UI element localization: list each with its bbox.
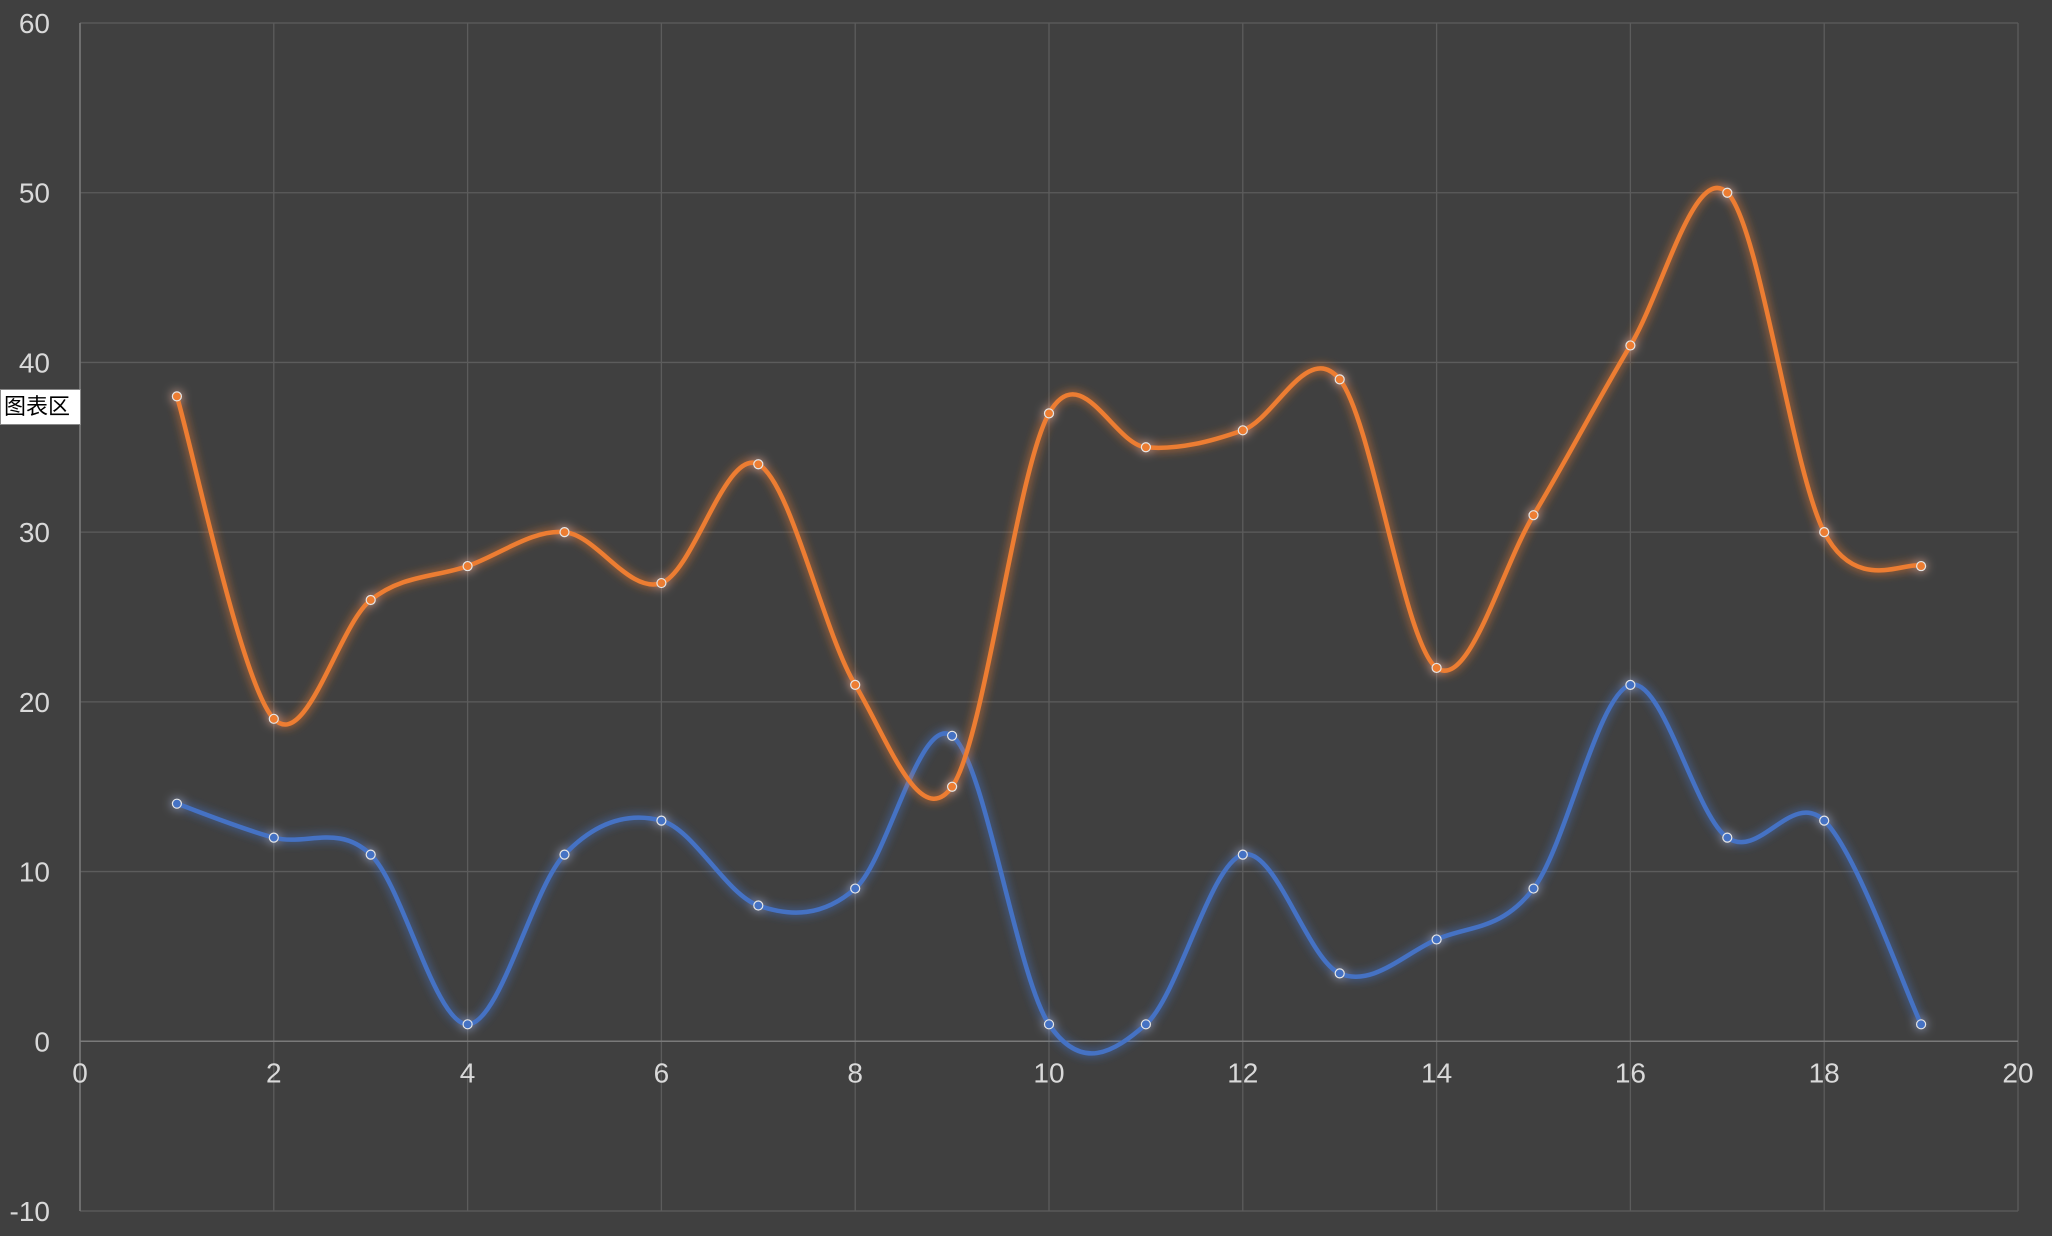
y-tick-label: 30: [19, 517, 50, 548]
data-point[interactable]: [850, 883, 861, 894]
data-point[interactable]: [1625, 340, 1636, 351]
data-point[interactable]: [462, 1019, 473, 1030]
x-tick-label: 8: [847, 1057, 863, 1088]
y-tick-label: 20: [19, 687, 50, 718]
data-point[interactable]: [1625, 679, 1636, 690]
data-point[interactable]: [1722, 832, 1733, 843]
data-point[interactable]: [946, 781, 958, 792]
data-point[interactable]: [1140, 442, 1152, 453]
x-tick-label: 4: [460, 1057, 476, 1088]
x-tick-label: 20: [2002, 1057, 2033, 1088]
data-point[interactable]: [753, 459, 764, 470]
data-point[interactable]: [946, 730, 958, 741]
y-tick-label: 10: [19, 857, 50, 888]
data-point[interactable]: [753, 900, 764, 911]
data-point[interactable]: [1237, 425, 1248, 436]
y-tick-label: -10: [10, 1196, 50, 1227]
data-point[interactable]: [559, 527, 570, 538]
data-point[interactable]: [1043, 408, 1055, 419]
data-point[interactable]: [268, 832, 279, 843]
data-point[interactable]: [1915, 1019, 1927, 1030]
data-point[interactable]: [1528, 510, 1539, 521]
data-point[interactable]: [1431, 662, 1442, 674]
x-tick-label: 14: [1421, 1057, 1452, 1088]
y-tick-label: 60: [19, 8, 50, 39]
data-point[interactable]: [1334, 374, 1345, 385]
data-point[interactable]: [1819, 527, 1830, 538]
x-tick-label: 6: [654, 1057, 670, 1088]
data-point[interactable]: [1431, 934, 1442, 945]
data-point[interactable]: [365, 594, 376, 606]
series-1: [171, 679, 1927, 1056]
data-point[interactable]: [850, 679, 861, 690]
data-point[interactable]: [1043, 1019, 1055, 1030]
x-tick-label: 16: [1615, 1057, 1646, 1088]
data-point[interactable]: [365, 849, 376, 860]
series-2: [171, 185, 1927, 801]
series-layer: [171, 185, 1927, 1056]
data-point[interactable]: [1722, 187, 1733, 198]
tick-labels: 0 2 4 6 8 10 12 14 16 18 20 -10 0 10 20 30 40 50 60: [10, 8, 2034, 1227]
data-point[interactable]: [656, 577, 667, 589]
data-point[interactable]: [171, 798, 182, 809]
data-point[interactable]: [1237, 849, 1248, 860]
data-point[interactable]: [1819, 815, 1830, 826]
chart-area-tooltip: 图表区: [0, 389, 82, 425]
x-tick-label: 12: [1227, 1057, 1258, 1088]
data-point[interactable]: [656, 815, 667, 826]
data-point[interactable]: [268, 713, 279, 724]
data-point[interactable]: [171, 391, 182, 402]
x-tick-label: 2: [266, 1057, 282, 1088]
data-point[interactable]: [462, 560, 473, 572]
data-point[interactable]: [1140, 1019, 1152, 1030]
series-line[interactable]: [174, 682, 1924, 1056]
y-tick-label: 50: [19, 178, 50, 209]
x-tick-label: 0: [72, 1057, 88, 1088]
y-tick-label: 0: [34, 1026, 50, 1057]
gridlines: [79, 22, 2019, 1212]
data-point[interactable]: [559, 849, 570, 860]
y-tick-label: 40: [19, 347, 50, 378]
x-tick-label: 18: [1809, 1057, 1840, 1088]
x-tick-label: 10: [1033, 1057, 1064, 1088]
data-point[interactable]: [1528, 883, 1539, 894]
data-point[interactable]: [1915, 560, 1927, 572]
data-point[interactable]: [1334, 968, 1345, 979]
